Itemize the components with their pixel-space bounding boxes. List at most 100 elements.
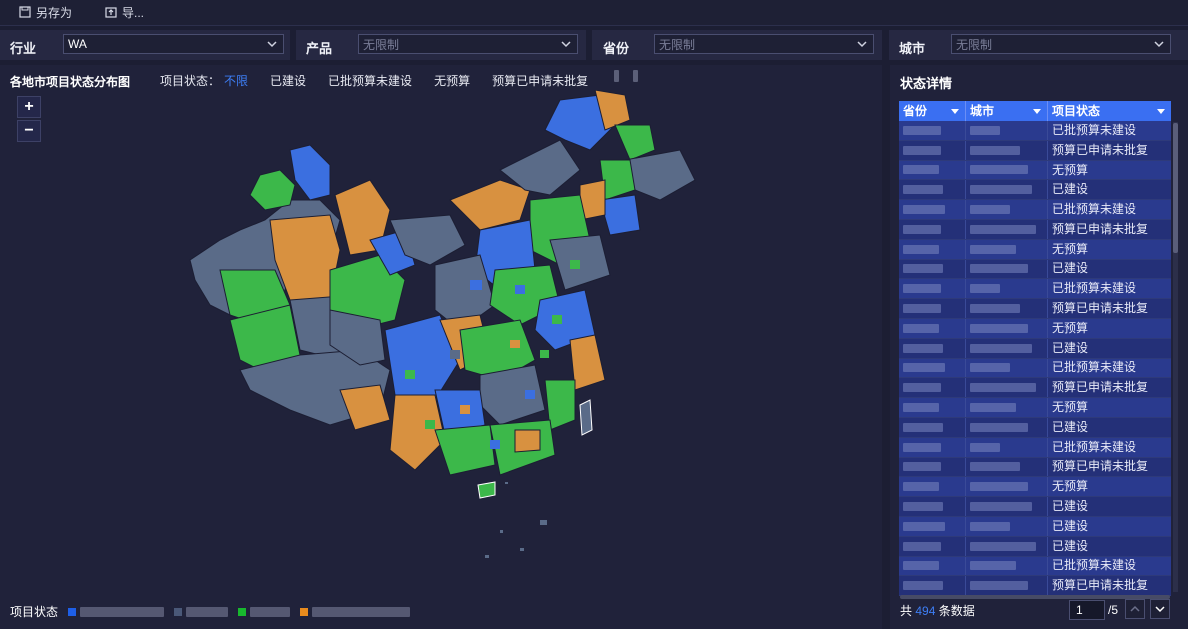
map-region-heilongjiang-orange (594, 90, 631, 131)
cell-status: 无预算 (1052, 320, 1089, 335)
china-map[interactable] (180, 90, 720, 570)
map-region-sichuan (384, 314, 461, 401)
table-row[interactable]: 无预算 (899, 239, 1171, 260)
zoom-in-button[interactable]: + (17, 96, 41, 118)
status-filter-bar: 项目状态： 不限 已建设 已批预算未建设 无预算 预算已申请未批复 (160, 72, 588, 89)
table-row[interactable]: 预算已申请未批复 (899, 140, 1171, 161)
chevron-down-icon (857, 41, 867, 48)
cell-city (966, 180, 1048, 200)
table-row[interactable]: 已批预算未建设 (899, 358, 1171, 379)
table-row[interactable]: 预算已申请未批复 (899, 219, 1171, 240)
table-row[interactable]: 已建设 (899, 259, 1171, 280)
city-filter: 城市 无限制 (889, 30, 1188, 60)
legend-swatch (300, 607, 309, 616)
table-row[interactable]: 已批预算未建设 (899, 279, 1171, 300)
table-row[interactable]: 预算已申请未批复 (899, 378, 1171, 399)
table-row[interactable]: 预算已申请未批复 (899, 299, 1171, 319)
product-select[interactable]: 无限制 (358, 34, 578, 54)
cell-status: 已建设 (1052, 340, 1089, 355)
status-option-all[interactable]: 不限 (224, 74, 249, 88)
cell-province (899, 477, 966, 497)
status-option-pending[interactable]: 预算已申请未批复 (492, 74, 589, 88)
cell-province (899, 358, 966, 378)
redacted-text (903, 521, 945, 531)
table-row[interactable]: 无预算 (899, 398, 1171, 418)
zoom-out-button[interactable]: − (17, 120, 41, 142)
industry-select[interactable]: WA (63, 34, 284, 54)
sort-icon[interactable] (1033, 109, 1041, 114)
cell-status: 已批预算未建设 (1052, 202, 1137, 217)
table-row[interactable]: 已建设 (899, 338, 1171, 359)
cell-city (966, 437, 1048, 457)
cell-city (966, 299, 1048, 318)
save-as-button[interactable]: 另存为 (18, 3, 72, 21)
redacted-text (903, 224, 941, 234)
legend-item-built[interactable] (238, 606, 291, 617)
redacted-text (970, 442, 1000, 452)
status-option-no-budget[interactable]: 无预算 (434, 74, 471, 88)
cell-city (966, 200, 1048, 219)
column-header-status[interactable]: 项目状态 (1048, 101, 1171, 121)
table-scrollbar-thumb[interactable] (1173, 123, 1178, 253)
cell-city (966, 140, 1048, 160)
city-select[interactable]: 无限制 (951, 34, 1171, 54)
status-option-placeholder[interactable] (614, 70, 619, 82)
table-row[interactable]: 已批预算未建设 (899, 121, 1171, 141)
cell-status: 预算已申请未批复 (1052, 301, 1149, 316)
cell-city (966, 536, 1048, 556)
cell-status: 已建设 (1052, 419, 1089, 434)
export-button[interactable]: 导... (104, 3, 144, 21)
cell-province (899, 121, 966, 140)
sort-icon[interactable] (1157, 109, 1165, 114)
redacted-text (970, 224, 1036, 234)
column-header-province[interactable]: 省份 (899, 101, 966, 121)
table-body: 已批预算未建设 预算已申请未批复 无预算 已建设 已批预算未建设 预算已申请未批复 无预算已… (899, 121, 1171, 597)
cell-status: 预算已申请未批复 (1052, 221, 1149, 236)
table-row[interactable]: 已批预算未建设 (899, 437, 1171, 458)
map-region-guangxi (434, 424, 496, 476)
table-row[interactable]: 已建设 (899, 180, 1171, 201)
province-filter: 省份 无限制 (592, 30, 882, 60)
page-number-input[interactable]: 1 (1069, 600, 1105, 620)
status-option-built[interactable]: 已建设 (270, 74, 307, 88)
cell-province (899, 140, 966, 160)
table-row[interactable]: 已批预算未建设 (899, 556, 1171, 577)
table-scrollbar-track[interactable] (1173, 122, 1178, 592)
sort-icon[interactable] (951, 109, 959, 114)
previous-page-button[interactable] (1125, 599, 1145, 619)
legend-item-pending[interactable] (300, 606, 411, 617)
province-select[interactable]: 无限制 (654, 34, 874, 54)
map-panel: 各地市项目状态分布图 项目状态： 不限 已建设 已批预算未建设 无预算 预算已申… (0, 65, 882, 629)
redacted-text (970, 403, 1016, 413)
table-row[interactable]: 预算已申请未批复 (899, 576, 1171, 597)
cell-status: 无预算 (1052, 162, 1089, 177)
map-region-liaoning-blue (599, 194, 641, 236)
cell-province (899, 200, 966, 219)
cell-city (966, 121, 1048, 140)
map-region-hunan-jiangxi (479, 364, 546, 426)
table-row[interactable]: 已建设 (899, 516, 1171, 537)
table-row[interactable]: 已建设 (899, 497, 1171, 517)
table-row[interactable]: 无预算 (899, 160, 1171, 181)
status-option-approved-unbuilt[interactable]: 已批预算未建设 (328, 74, 413, 88)
save-as-label: 另存为 (36, 5, 73, 20)
cell-province (899, 239, 966, 259)
table-row[interactable]: 已批预算未建设 (899, 200, 1171, 220)
table-row[interactable]: 预算已申请未批复 (899, 457, 1171, 478)
next-page-button[interactable] (1150, 599, 1170, 619)
legend-item-no-budget[interactable] (174, 606, 229, 617)
column-header-city[interactable]: 城市 (966, 101, 1048, 121)
save-as-icon (19, 6, 31, 18)
legend-item-approved-unbuilt[interactable] (68, 606, 165, 617)
redacted-text (903, 363, 945, 373)
table-row[interactable]: 无预算 (899, 477, 1171, 498)
table-row[interactable]: 无预算 (899, 318, 1171, 339)
map-region-inner-mongolia-slate (389, 214, 466, 266)
product-filter: 产品 无限制 (296, 30, 586, 60)
map-legend: 项目状态 (10, 603, 411, 620)
cell-province (899, 536, 966, 556)
table-row[interactable]: 已建设 (899, 536, 1171, 557)
table-row[interactable]: 已建设 (899, 417, 1171, 438)
status-option-placeholder[interactable] (633, 70, 638, 82)
table-horizontal-scrollbar[interactable] (900, 595, 1170, 599)
